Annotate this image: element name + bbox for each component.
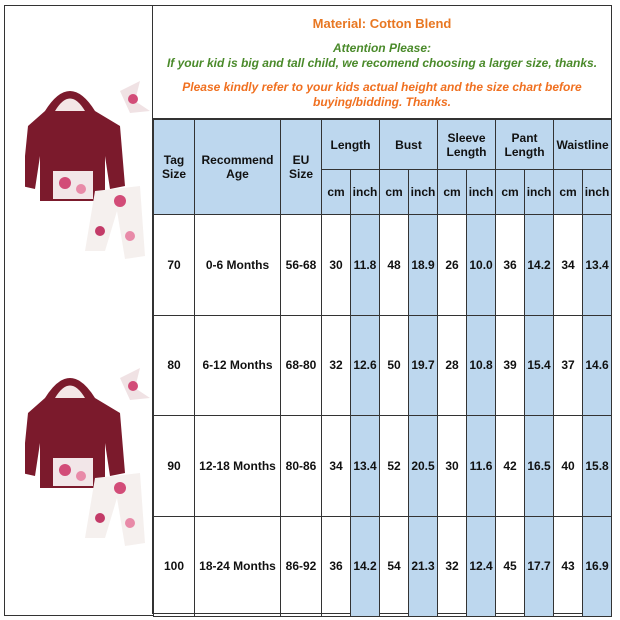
unit-cm: cm <box>321 169 351 215</box>
table-cell: 48 <box>379 214 409 316</box>
table-cell: 0-6 Months <box>194 214 281 316</box>
table-cell: 14.2 <box>350 515 380 617</box>
unit-cm: cm <box>553 169 584 215</box>
table-cell: 42 <box>495 415 526 517</box>
table-cell: 15.8 <box>582 415 613 517</box>
table-cell: 13.4 <box>582 214 613 316</box>
unit-cm: cm <box>437 169 468 215</box>
table-cell: 20.5 <box>407 415 439 517</box>
table-cell: 36 <box>321 515 351 617</box>
table-cell: 34 <box>553 214 584 316</box>
col-tag-size: Tag Size <box>153 119 195 215</box>
table-cell: 12.4 <box>466 515 497 617</box>
attention-title: Attention Please: <box>332 41 431 55</box>
col-pant-length: Pant Length <box>495 119 555 170</box>
table-cell: 34 <box>321 415 351 517</box>
table-cell: 14.6 <box>582 314 613 416</box>
unit-inch: inch <box>524 169 555 215</box>
table-cell: 16.5 <box>524 415 555 517</box>
table-cell: 26 <box>437 214 468 316</box>
table-cell: 13.4 <box>350 415 380 517</box>
table-cell: 30 <box>321 214 351 316</box>
table-cell: 17.7 <box>524 515 555 617</box>
table-row: 80 6-12 Months 68-80 32 12.6 50 19.7 28 10.8 39 15… <box>153 314 613 416</box>
col-eu-size: EU Size <box>280 119 322 215</box>
table-cell: 43 <box>553 515 584 617</box>
col-sleeve-length: Sleeve Length <box>437 119 497 170</box>
refer-text: Please kindly refer to your kids actual … <box>182 80 582 109</box>
table-cell: 28 <box>437 314 468 416</box>
table-cell: 56-68 <box>280 214 322 316</box>
table-cell: 37 <box>553 314 584 416</box>
table-cell: 16.9 <box>582 515 613 617</box>
table-cell: 14.2 <box>524 214 555 316</box>
chart-notes: Material: Cotton Blend Attention Please:… <box>153 6 611 119</box>
table-row: 90 12-18 Months 80-86 34 13.4 52 20.5 30 11.6 42 1… <box>153 415 613 517</box>
table-cell: 15.4 <box>524 314 555 416</box>
col-waistline: Waistline <box>553 119 613 170</box>
product-image-hoodie-set <box>25 368 150 546</box>
table-cell: 10.8 <box>466 314 497 416</box>
table-cell: 10.0 <box>466 214 497 316</box>
col-bust: Bust <box>378 119 439 170</box>
table-cell: 54 <box>379 515 409 617</box>
material-text: Material: Cotton Blend <box>312 16 452 31</box>
table-cell: 100 <box>153 515 195 617</box>
size-table: Tag Size Recommend Age EU Size Length Bu… <box>153 119 613 617</box>
table-cell: 50 <box>379 314 409 416</box>
table-cell: 18-24 Months <box>194 515 281 617</box>
table-cell: 11.8 <box>350 214 380 316</box>
unit-inch: inch <box>466 169 497 215</box>
table-cell: 45 <box>495 515 526 617</box>
unit-inch: inch <box>407 169 439 215</box>
table-cell: 19.7 <box>407 314 439 416</box>
table-cell: 80-86 <box>280 415 322 517</box>
table-row: 70 0-6 Months 56-68 30 11.8 48 18.9 26 10.0 36 14.… <box>153 214 613 316</box>
size-chart: Material: Cotton Blend Attention Please:… <box>152 5 613 617</box>
table-cell: 40 <box>553 415 584 517</box>
unit-cm: cm <box>495 169 526 215</box>
table-cell: 68-80 <box>280 314 322 416</box>
table-cell: 32 <box>437 515 468 617</box>
table-cell: 18.9 <box>407 214 439 316</box>
table-cell: 52 <box>379 415 409 517</box>
table-cell: 21.3 <box>407 515 439 617</box>
unit-inch: inch <box>582 169 613 215</box>
table-row: 100 18-24 Months 86-92 36 14.2 54 21.3 32 12.4 45… <box>153 515 613 617</box>
table-cell: 90 <box>153 415 195 517</box>
table-cell: 6-12 Months <box>194 314 281 416</box>
product-image-hoodie-set <box>25 81 150 259</box>
table-cell: 32 <box>321 314 351 416</box>
attention-text: If your kid is big and tall child, we re… <box>166 56 598 70</box>
table-cell: 11.6 <box>466 415 497 517</box>
unit-inch: inch <box>350 169 380 215</box>
table-cell: 39 <box>495 314 526 416</box>
table-cell: 70 <box>153 214 195 316</box>
product-images <box>4 5 153 616</box>
table-cell: 12-18 Months <box>194 415 281 517</box>
col-recommend-age: Recommend Age <box>194 119 281 215</box>
table-cell: 86-92 <box>280 515 322 617</box>
col-length: Length <box>321 119 380 170</box>
table-cell: 12.6 <box>350 314 380 416</box>
unit-cm: cm <box>379 169 409 215</box>
table-cell: 80 <box>153 314 195 416</box>
table-cell: 30 <box>437 415 468 517</box>
table-cell: 36 <box>495 214 526 316</box>
